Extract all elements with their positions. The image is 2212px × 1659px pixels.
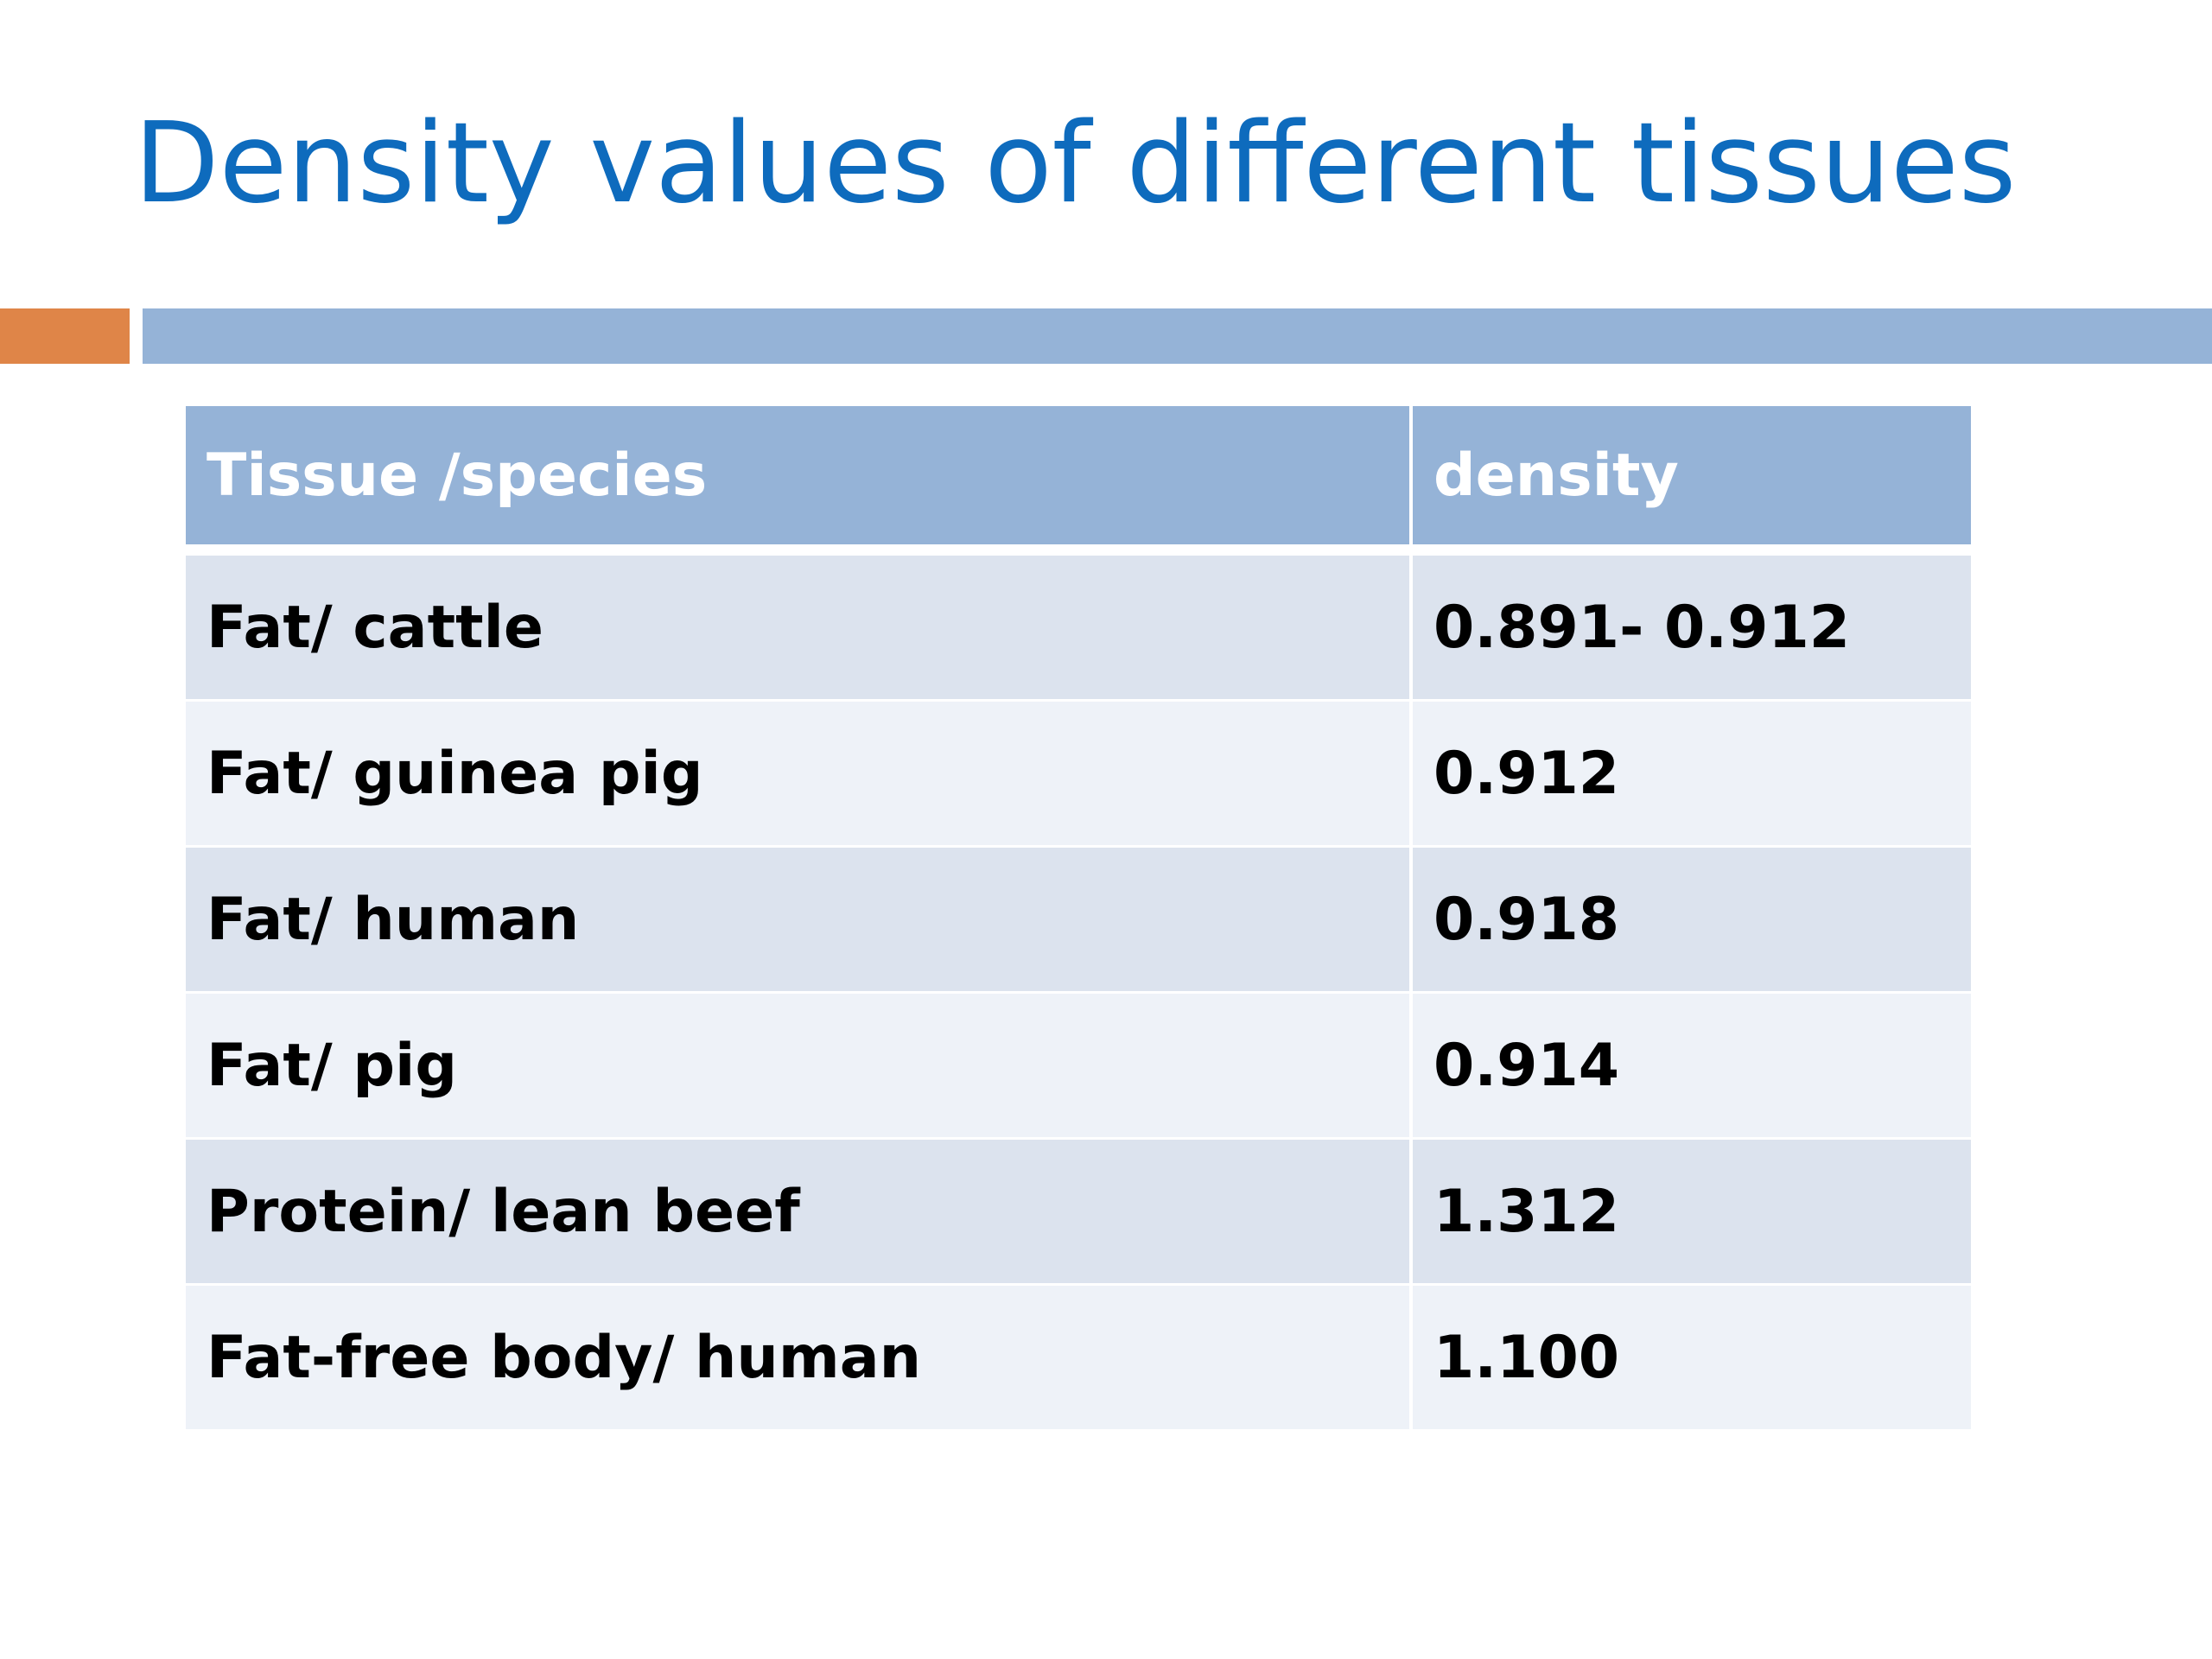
tissue-cell: Fat-free body/ human: [186, 1283, 1413, 1429]
table-row: Fat/ human 0.918: [186, 845, 1971, 991]
density-table: Tissue /species density Fat/ cattle 0.89…: [186, 406, 1971, 1429]
table-header-row: Tissue /species density: [186, 406, 1971, 553]
table-row: Fat-free body/ human 1.100: [186, 1283, 1971, 1429]
density-cell: 1.312: [1413, 1137, 1971, 1283]
density-cell: 1.100: [1413, 1283, 1971, 1429]
header-density: density: [1413, 406, 1971, 553]
table-row: Fat/ pig 0.914: [186, 991, 1971, 1137]
slide-title: Density values of different tissues: [134, 99, 2017, 228]
table-row: Fat/ guinea pig 0.912: [186, 699, 1971, 845]
table-row: Protein/ lean beef 1.312: [186, 1137, 1971, 1283]
tissue-cell: Fat/ pig: [186, 991, 1413, 1137]
title-accent-bar: [0, 308, 130, 364]
tissue-cell: Fat/ guinea pig: [186, 699, 1413, 845]
tissue-cell: Fat/ human: [186, 845, 1413, 991]
header-tissue-species: Tissue /species: [186, 406, 1413, 553]
title-rule: [143, 308, 2212, 364]
table-row: Fat/ cattle 0.891- 0.912: [186, 553, 1971, 699]
density-cell: 0.912: [1413, 699, 1971, 845]
tissue-cell: Protein/ lean beef: [186, 1137, 1413, 1283]
tissue-cell: Fat/ cattle: [186, 553, 1413, 699]
density-cell: 0.891- 0.912: [1413, 553, 1971, 699]
density-cell: 0.918: [1413, 845, 1971, 991]
density-cell: 0.914: [1413, 991, 1971, 1137]
